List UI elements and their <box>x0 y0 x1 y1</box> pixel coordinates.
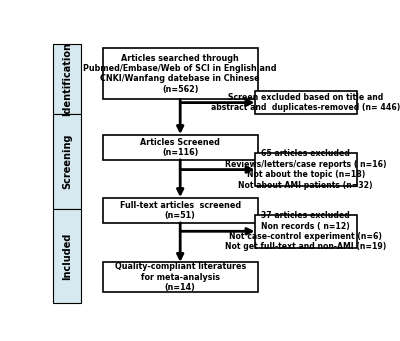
Text: Included: Included <box>62 233 72 280</box>
Text: Screening: Screening <box>62 134 72 190</box>
Text: Quality-compliant literatures
for meta-analysis
(n=14): Quality-compliant literatures for meta-a… <box>114 262 246 292</box>
Bar <box>255 91 357 114</box>
Bar <box>53 44 81 115</box>
Bar <box>53 115 81 209</box>
Text: Articles Screened
(n=116): Articles Screened (n=116) <box>140 137 220 157</box>
Text: Articles searched through
Pubmed/Embase/Web of SCI in English and
CNKI/Wanfang d: Articles searched through Pubmed/Embase/… <box>84 54 277 94</box>
Bar <box>255 153 357 186</box>
Bar <box>103 48 258 99</box>
Bar <box>53 209 81 303</box>
Text: 65 articles excluded
Reviews/letters/case reports ( n=16)
Not about the topic (n: 65 articles excluded Reviews/letters/cas… <box>225 149 386 190</box>
Bar <box>103 198 258 223</box>
Bar <box>255 215 357 248</box>
Bar <box>103 135 258 160</box>
Text: 37 articles excluded
Non records ( n=12)
Not case-control experiment (n=6)
Not g: 37 articles excluded Non records ( n=12)… <box>225 211 386 251</box>
Bar <box>103 262 258 292</box>
Text: Screen excluded based on title and
abstract and  duplicates-removed (n= 446): Screen excluded based on title and abstr… <box>211 93 400 112</box>
Text: Full-text articles  screened
(n=51): Full-text articles screened (n=51) <box>120 201 241 220</box>
Text: Identification: Identification <box>62 42 72 116</box>
